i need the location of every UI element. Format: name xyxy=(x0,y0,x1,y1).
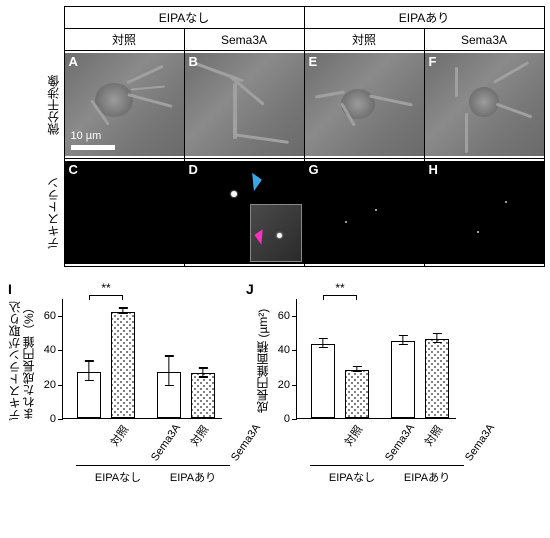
charts-row: I デキストランが取り込 まれた成長円錐（%） 0204060対照Sema3A対… xyxy=(4,285,546,419)
panel-letter-D: D xyxy=(189,162,198,177)
chart-J-ylabel: 成長円錐面積 (µm²) xyxy=(254,301,271,421)
panel-letter-F: F xyxy=(429,54,437,69)
panel-H: H xyxy=(424,159,544,267)
blue-arrowhead-icon xyxy=(244,173,262,191)
panel-letter-H: H xyxy=(429,162,438,177)
panel-letter-A: A xyxy=(69,54,78,69)
panel-G: G xyxy=(304,159,424,267)
header-control-2: 対照 xyxy=(304,29,424,51)
panel-letter-E: E xyxy=(309,54,318,69)
panel-letter-B: B xyxy=(189,54,198,69)
panel-letter-I: I xyxy=(8,281,12,297)
bar xyxy=(425,339,449,418)
panel-C: C xyxy=(64,159,184,267)
chart-J: J 成長円錐面積 (µm²) 0204060対照Sema3A対照Sema3AEI… xyxy=(248,285,456,419)
panel-F: F xyxy=(424,51,544,159)
image-grid: EIPAなし EIPAあり 対照 Sema3A 対照 Sema3A 微分干渉像 … xyxy=(42,6,545,267)
bar xyxy=(345,370,369,418)
chart-J-plot: 0204060対照Sema3A対照Sema3AEIPAなしEIPAあり** xyxy=(296,299,456,419)
bar xyxy=(311,344,335,418)
scalebar xyxy=(71,145,115,150)
header-sema3a-2: Sema3A xyxy=(424,29,544,51)
panel-B: B xyxy=(184,51,304,159)
header-sema3a-1: Sema3A xyxy=(184,29,304,51)
bar xyxy=(77,372,101,418)
panel-A: A 10 µm xyxy=(64,51,184,159)
panel-D: D xyxy=(184,159,304,267)
bar xyxy=(111,312,135,418)
chart-I-ylabel: デキストランが取り込 まれた成長円錐（%） xyxy=(8,301,36,421)
panel-letter-J: J xyxy=(246,281,254,297)
chart-I-plot: 0204060対照Sema3A対照Sema3AEIPAなしEIPAあり** xyxy=(62,299,222,419)
panel-D-inset xyxy=(250,204,302,262)
bar xyxy=(191,373,215,418)
panel-letter-G: G xyxy=(309,162,319,177)
rowlabel-dextran: デキストラン xyxy=(42,159,64,267)
bar xyxy=(157,372,181,418)
scalebar-label: 10 µm xyxy=(71,130,102,142)
header-eipa-yes: EIPAあり xyxy=(304,7,544,29)
bar xyxy=(391,341,415,418)
panel-letter-C: C xyxy=(69,162,78,177)
header-eipa-no: EIPAなし xyxy=(64,7,304,29)
header-control-1: 対照 xyxy=(64,29,184,51)
chart-I: I デキストランが取り込 まれた成長円錐（%） 0204060対照Sema3A対… xyxy=(10,285,222,419)
magenta-arrowhead-icon xyxy=(254,229,269,245)
rowlabel-dic: 微分干渉像 xyxy=(42,51,64,159)
figure-root: EIPAなし EIPAあり 対照 Sema3A 対照 Sema3A 微分干渉像 … xyxy=(0,0,550,423)
panel-E: E xyxy=(304,51,424,159)
